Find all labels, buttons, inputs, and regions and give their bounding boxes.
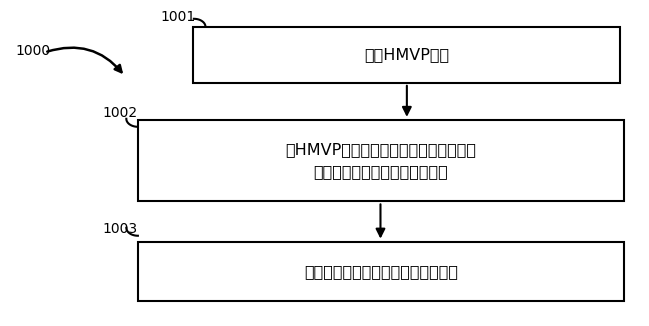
FancyBboxPatch shape (193, 27, 620, 83)
Text: 1003: 1003 (103, 222, 138, 236)
Text: 1002: 1002 (103, 106, 138, 120)
FancyBboxPatch shape (138, 242, 624, 301)
Text: 1000: 1000 (16, 44, 51, 58)
Text: 1001: 1001 (160, 10, 195, 24)
FancyBboxPatch shape (138, 120, 624, 201)
Text: 根据运动信息候选列表推导运动信息: 根据运动信息候选列表推导运动信息 (304, 264, 458, 279)
Text: 将HMVP列表中的一个或多个基于历史的
候选添加到运动信息候选列表中: 将HMVP列表中的一个或多个基于历史的 候选添加到运动信息候选列表中 (286, 142, 476, 179)
Text: 构建HMVP列表: 构建HMVP列表 (364, 47, 449, 62)
